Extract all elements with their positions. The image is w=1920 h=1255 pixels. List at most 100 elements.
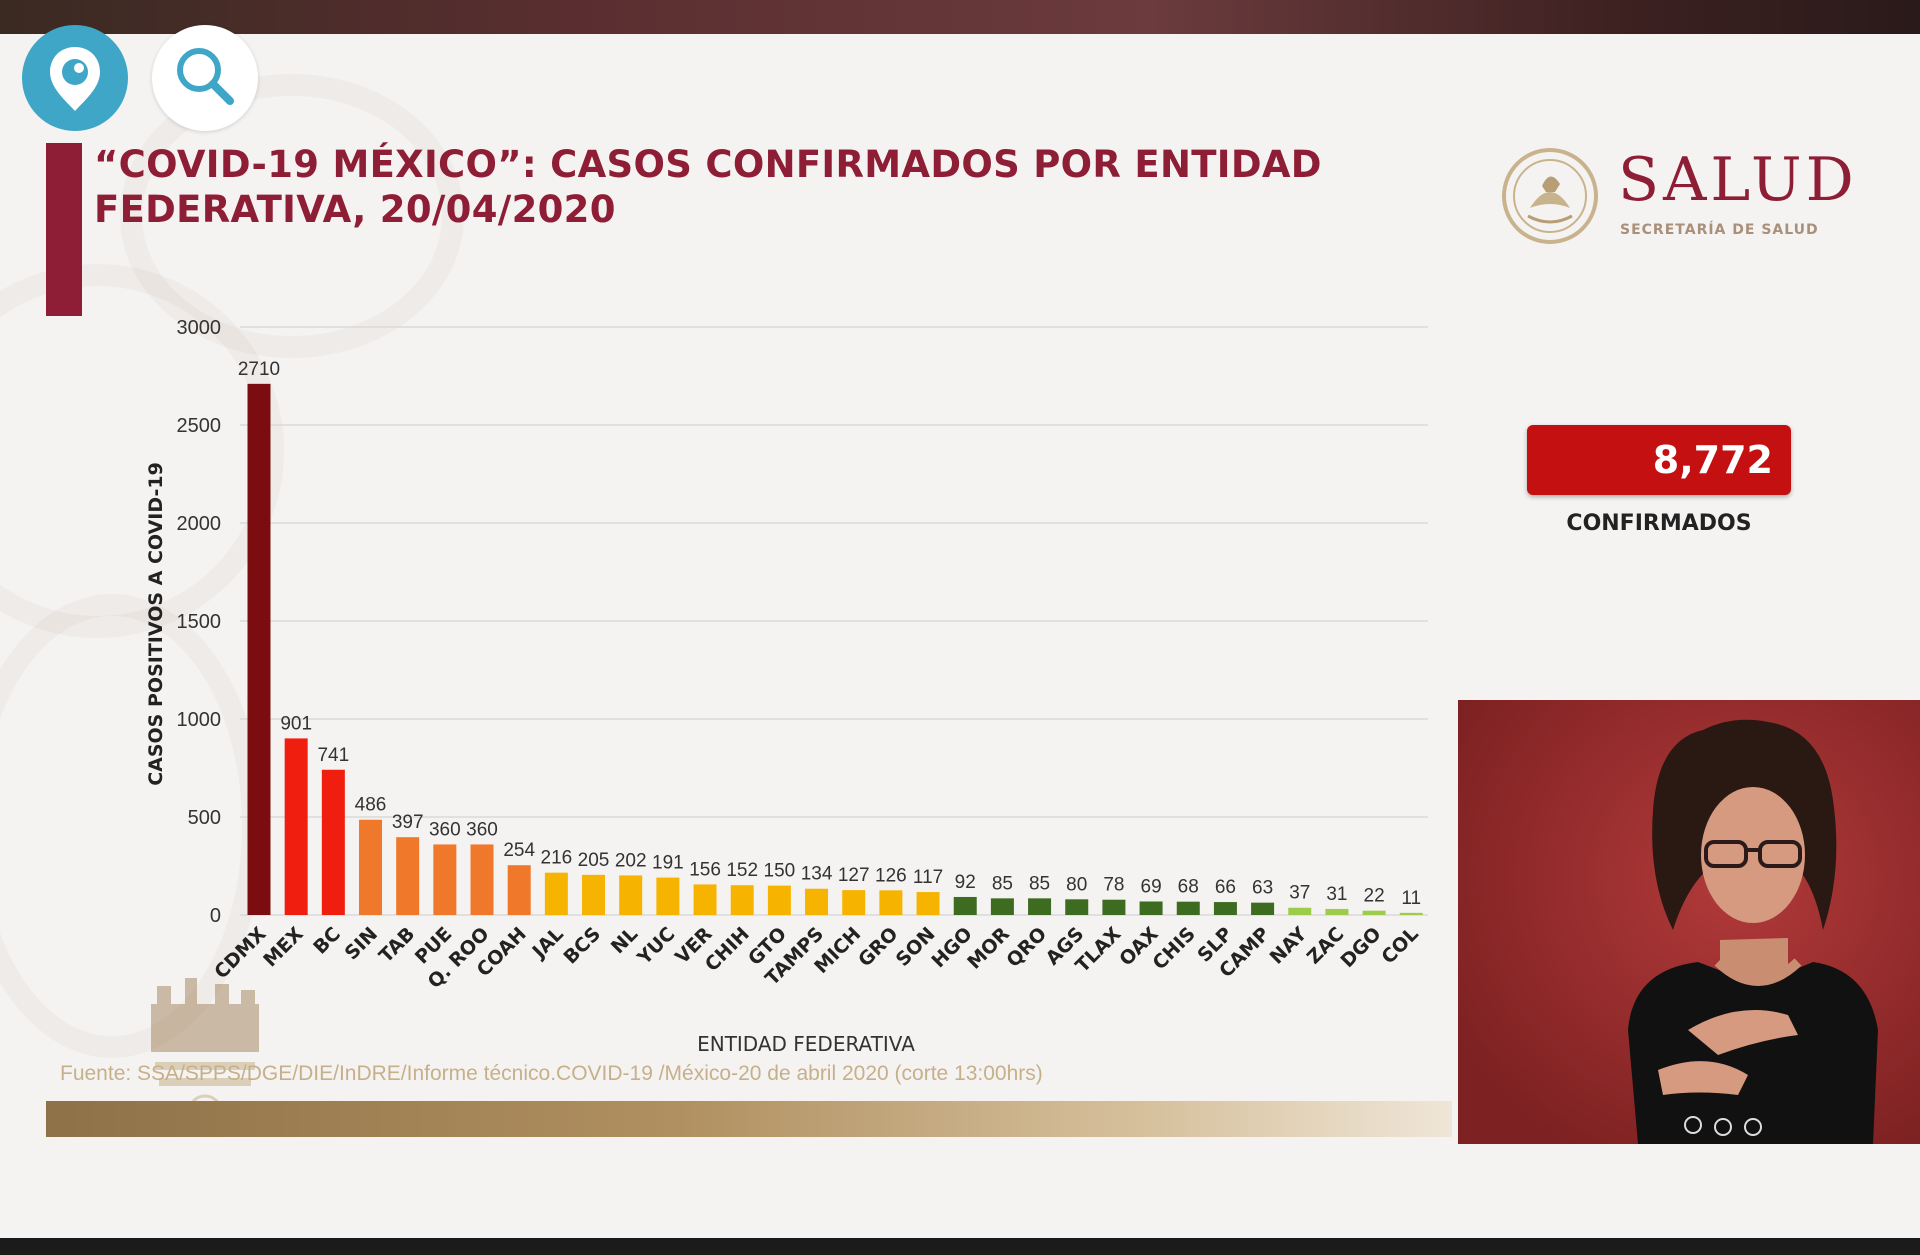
data-label: 31 [1326, 884, 1347, 905]
data-label: 2710 [238, 359, 280, 380]
bar-nay [1288, 907, 1312, 915]
x-tick-label: SIN [341, 923, 382, 964]
data-label: 69 [1141, 876, 1162, 897]
x-tick-label: CHIS [1148, 923, 1199, 974]
y-tick-label: 2500 [177, 415, 222, 437]
gobierno-de-mexico-icon [151, 978, 259, 1130]
bar-bc [321, 769, 345, 915]
y-tick-label: 1500 [177, 611, 222, 633]
x-tick-label: DGO [1336, 923, 1385, 972]
y-axis-label: CASOS POSITIVOS A COVID-19 [145, 462, 167, 786]
top-video-strip [0, 0, 1920, 34]
salud-logo-name: SALUD [1618, 145, 1858, 215]
data-label: 78 [1103, 875, 1124, 896]
periscope-button[interactable] [22, 25, 128, 131]
search-button[interactable] [152, 25, 258, 131]
page-title: “COVID-19 MÉXICO”: CASOS CONFIRMADOS POR… [94, 143, 1322, 231]
y-tick-label: 3000 [177, 317, 222, 339]
x-tick-label: NAY [1266, 923, 1312, 969]
x-tick-label: MOR [963, 923, 1014, 974]
data-label: 397 [392, 812, 424, 833]
bar-hgo [953, 896, 977, 915]
data-label: 901 [280, 713, 312, 734]
interpreter-figure [1458, 700, 1920, 1144]
x-axis-label: ENTIDAD FEDERATIVA [697, 1032, 915, 1056]
data-label: 85 [1029, 873, 1050, 894]
data-label: 486 [355, 795, 387, 816]
confirmed-label: CONFIRMADOS [1566, 511, 1752, 536]
data-label: 254 [503, 840, 535, 861]
confirmed-count-box: 8,772 [1527, 425, 1791, 495]
data-label: 741 [317, 745, 349, 766]
bar-qro [1028, 898, 1052, 915]
data-label: 360 [466, 819, 498, 840]
data-label: 216 [541, 848, 573, 869]
bar-gro [879, 890, 903, 915]
data-label: 126 [875, 865, 907, 886]
bar-bcs [582, 874, 606, 915]
bar-oax [1139, 901, 1163, 915]
y-axis-ticks: 0 500 1000 1500 2000 2500 3000 [177, 317, 222, 927]
x-tick-label: JAL [527, 923, 568, 964]
data-label: 202 [615, 850, 647, 871]
bar-cdmx [247, 383, 271, 916]
slide: “COVID-19 MÉXICO”: CASOS CONFIRMADOS POR… [0, 34, 1920, 1238]
footer-gradient-bar [46, 1101, 1452, 1137]
x-tick-label: COL [1377, 923, 1422, 968]
x-tick-label: BCS [559, 923, 605, 969]
data-label: 22 [1364, 886, 1385, 907]
bottom-video-strip [0, 1238, 1920, 1255]
bar-gto [767, 885, 791, 915]
bar-camp [1251, 902, 1275, 915]
title-accent-bar [46, 143, 82, 316]
bar-coah [507, 865, 531, 915]
sign-language-interpreter-video [1458, 700, 1920, 1144]
bar-slp [1213, 902, 1237, 915]
data-label: 156 [689, 859, 721, 880]
y-tick-label: 500 [188, 807, 221, 829]
data-label: 85 [992, 873, 1013, 894]
bar-mich [842, 890, 866, 915]
data-label: 68 [1178, 877, 1199, 898]
data-label: 37 [1289, 883, 1310, 904]
bar-sin [359, 819, 383, 915]
bar-yuc [656, 877, 680, 915]
data-label: 360 [429, 819, 461, 840]
x-tick-label: MEX [259, 923, 308, 972]
data-label: 63 [1252, 878, 1273, 899]
y-tick-label: 0 [210, 905, 221, 927]
data-label: 66 [1215, 877, 1236, 898]
periscope-pin-icon [50, 47, 100, 111]
data-label: 117 [913, 867, 943, 888]
data-label: 11 [1401, 888, 1421, 909]
bar-tlax [1102, 899, 1126, 915]
x-tick-label: BC [309, 923, 345, 959]
data-label: 152 [726, 860, 758, 881]
bar-q-roo [470, 844, 494, 915]
bar-col [1399, 912, 1423, 915]
bar-tamps [805, 888, 829, 915]
bar-jal [544, 872, 568, 915]
data-label: 92 [955, 872, 976, 893]
y-tick-label: 2000 [177, 513, 222, 535]
bar-tab [396, 837, 420, 915]
bar-mor [990, 898, 1014, 915]
data-label: 205 [578, 850, 610, 871]
bar-chih [730, 885, 754, 915]
bar-nl [619, 875, 643, 915]
x-tick-label: GRO [854, 923, 902, 971]
x-tick-label: SON [892, 923, 940, 971]
data-label: 127 [838, 865, 870, 886]
bar-zac [1325, 908, 1349, 915]
x-tick-label: YUC [633, 923, 680, 970]
x-tick-label: TAB [375, 923, 419, 967]
bars [247, 383, 1423, 916]
bar-ags [1065, 899, 1089, 915]
y-tick-label: 1000 [177, 709, 222, 731]
bar-son [916, 892, 940, 915]
search-icon [177, 48, 234, 105]
bar-dgo [1362, 910, 1386, 915]
